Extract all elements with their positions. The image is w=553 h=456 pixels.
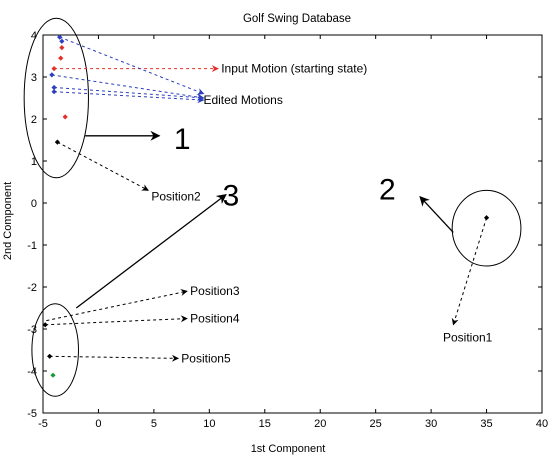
y-tick-label: -1: [27, 240, 37, 252]
annotation-arrow: [51, 74, 205, 101]
x-tick-label: 35: [480, 418, 492, 430]
y-tick-label: -3: [27, 324, 37, 336]
annotation-arrow: [49, 354, 179, 362]
x-tick-label: 15: [259, 418, 271, 430]
data-point: [51, 89, 57, 95]
annotation-arrow: [45, 315, 188, 326]
annotation-arrow: [54, 87, 205, 102]
annotation-label: Position5: [181, 351, 231, 365]
group-arrow-2: [419, 195, 454, 233]
group-number-1: 1: [174, 123, 191, 156]
chart-title: Golf Swing Database: [243, 13, 351, 25]
y-tick-label: -2: [27, 282, 37, 294]
data-point: [59, 45, 65, 51]
y-tick-label: 3: [31, 72, 37, 84]
data-point: [59, 38, 65, 44]
annotation-arrow: [46, 289, 188, 322]
y-axis-label: 2nd Component: [2, 182, 14, 260]
data-point: [51, 84, 57, 91]
x-axis-label: 1st Component: [251, 443, 326, 455]
annotation-arrow: [54, 91, 205, 104]
annotation-label: Position3: [190, 284, 240, 298]
annotation-label: Position4: [190, 312, 240, 326]
annotation-label: Input Motion (starting state): [221, 62, 367, 76]
x-tick-label: 30: [425, 418, 437, 430]
y-tick-label: -5: [27, 408, 37, 420]
x-tick-label: 40: [536, 418, 548, 430]
group-number-2: 2: [379, 173, 396, 206]
y-tick-label: 1: [31, 156, 37, 168]
data-point: [57, 34, 63, 40]
group-arrow-3: [75, 193, 227, 309]
data-point: [58, 55, 64, 61]
plot-area: -5 0 5 10 15 20 25 30 35 40 -5 -4 -3 -2 -1 0 1 2 3 4 Input M…: [23, 17, 548, 430]
x-tick-label: 5: [151, 418, 157, 430]
group-ellipse-2: [451, 189, 522, 267]
data-point: [51, 66, 57, 72]
y-tick-label: -4: [27, 366, 37, 378]
x-tick-label: 0: [95, 418, 101, 430]
annotation-arrow: [451, 217, 488, 326]
group-ellipse-3: [31, 303, 79, 397]
x-tick-label: 25: [370, 418, 382, 430]
group-ellipse-1: [23, 17, 89, 179]
x-tick-label: -5: [38, 418, 48, 430]
data-point: [62, 114, 68, 120]
annotation-label: Position2: [151, 190, 201, 204]
data-point: [47, 353, 53, 359]
x-tick-label: 20: [314, 418, 326, 430]
data-point: [483, 215, 490, 221]
annotation-label: Edited Motions: [203, 93, 282, 107]
y-tick-label: 0: [31, 198, 37, 210]
data-point: [54, 139, 61, 145]
x-tick-label: 10: [203, 418, 215, 430]
annotation-arrow: [59, 36, 205, 95]
data-point: [49, 72, 55, 78]
annotation-arrow: [57, 141, 149, 191]
annotation-label: Position1: [443, 330, 493, 344]
group-number-3: 3: [223, 180, 240, 213]
data-point: [42, 322, 48, 328]
y-tick-label: 4: [31, 30, 37, 42]
data-point: [50, 372, 56, 378]
y-tick-label: 2: [31, 114, 37, 126]
plot-frame: [42, 34, 543, 414]
